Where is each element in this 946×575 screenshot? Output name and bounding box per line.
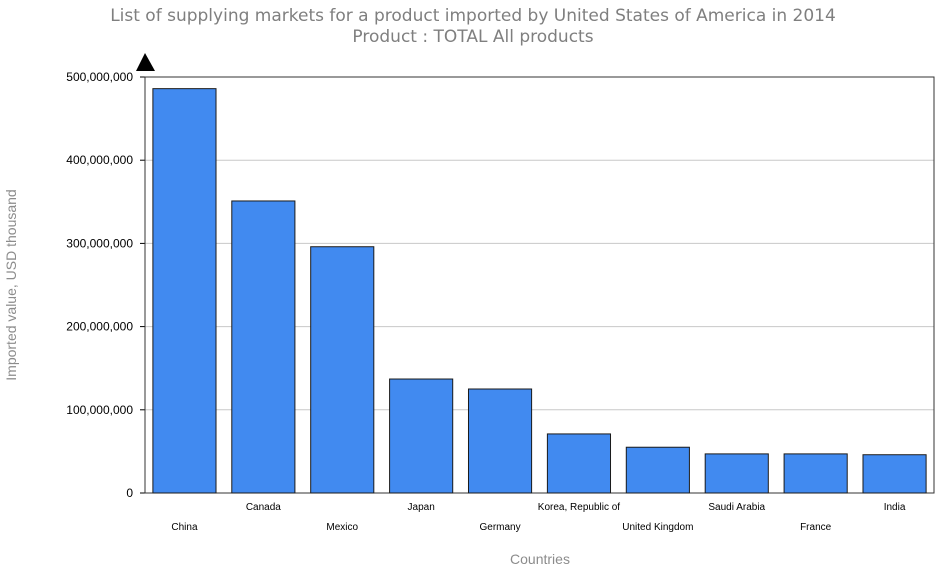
x-tick-label: Canada [246, 502, 281, 513]
y-tick-label: 400,000,000 [66, 153, 133, 167]
x-tick-label: United Kingdom [622, 522, 693, 533]
x-axis-label: Countries [510, 551, 570, 567]
bar [231, 200, 296, 494]
x-tick-label: Germany [479, 522, 520, 533]
bar [783, 453, 848, 494]
y-tick-label: 200,000,000 [66, 320, 133, 334]
x-tick-label: France [800, 522, 832, 533]
y-tick-label: 300,000,000 [66, 236, 133, 250]
bar [704, 453, 769, 494]
bar [389, 378, 454, 494]
bar [152, 88, 217, 494]
x-tick-label: China [171, 522, 198, 533]
y-tick-label: 100,000,000 [66, 403, 133, 417]
chart-subtitle: Product : TOTAL All products [352, 27, 594, 47]
bar [546, 433, 612, 494]
y-tick-label: 0 [126, 486, 133, 500]
x-tick-label: Japan [408, 502, 435, 513]
y-axis-arrow-icon [136, 53, 155, 71]
x-tick-label: India [884, 502, 906, 513]
bar [310, 246, 375, 494]
bar [625, 446, 690, 494]
chart-title: List of supplying markets for a product … [110, 6, 836, 26]
x-tick-label: Mexico [326, 522, 358, 533]
x-tick-label: Saudi Arabia [708, 502, 765, 513]
x-tick-label: Korea, Republic of [538, 502, 620, 513]
bar [467, 388, 533, 494]
bar [862, 454, 927, 494]
plot-frame [144, 76, 935, 494]
y-tick-label: 500,000,000 [66, 70, 133, 84]
